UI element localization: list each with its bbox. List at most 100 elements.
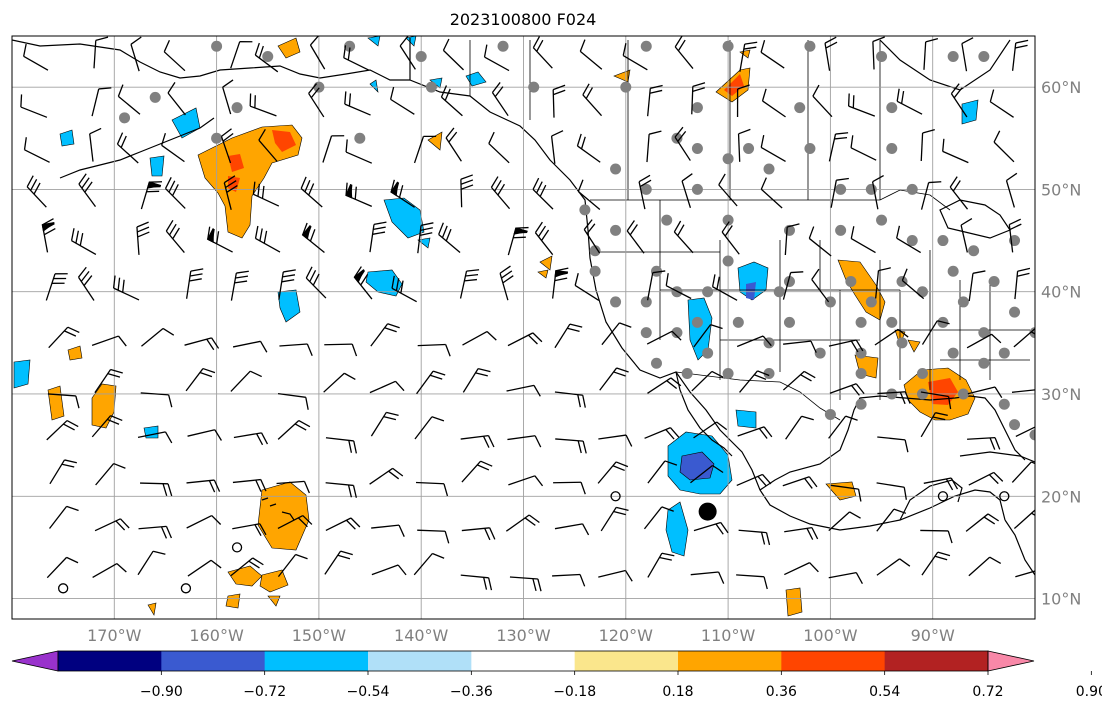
wind-barb bbox=[232, 523, 267, 537]
wind-barb bbox=[647, 460, 678, 484]
wind-barb bbox=[23, 43, 49, 71]
station-marker bbox=[610, 296, 622, 308]
latitude-tick-label: 30°N bbox=[1041, 385, 1081, 404]
wind-barb bbox=[46, 556, 79, 579]
wind-barb bbox=[370, 323, 400, 347]
calm-wind-circle bbox=[231, 542, 243, 553]
anomaly-positive-area bbox=[197, 124, 303, 239]
calm-wind-circle bbox=[58, 583, 69, 594]
anomaly-strong-negative-area bbox=[679, 451, 715, 481]
wind-barb bbox=[784, 526, 819, 540]
wind-barb bbox=[45, 273, 68, 301]
wind-barb bbox=[371, 524, 405, 537]
wind-barb bbox=[94, 518, 130, 532]
wind-barb bbox=[117, 84, 141, 115]
wind-barb bbox=[850, 226, 876, 254]
calm-wind-circle bbox=[180, 583, 192, 594]
colorbar-segment bbox=[264, 651, 369, 671]
wind-barb bbox=[665, 273, 692, 300]
wind-barb bbox=[325, 482, 357, 498]
station-marker bbox=[231, 102, 243, 114]
wind-barbs bbox=[20, 36, 1035, 592]
wind-barb bbox=[91, 87, 112, 117]
wind-barb bbox=[417, 343, 451, 357]
wind-barb bbox=[26, 175, 47, 208]
station-marker bbox=[211, 40, 223, 52]
wind-barb bbox=[920, 181, 942, 210]
wind-barb bbox=[206, 226, 233, 253]
colorbar-tick-label: −0.18 bbox=[553, 684, 596, 700]
longitude-tick-label: 140°W bbox=[394, 626, 449, 645]
wind-barb bbox=[230, 557, 264, 577]
station-marker bbox=[722, 255, 734, 267]
wind-barb bbox=[812, 84, 833, 118]
station-marker bbox=[313, 81, 325, 93]
wind-barb bbox=[784, 562, 819, 576]
wind-barb bbox=[553, 481, 586, 495]
colorbar-tick-label: 0.54 bbox=[869, 684, 900, 700]
wind-barb bbox=[555, 438, 587, 454]
wind-barb bbox=[736, 335, 772, 348]
station-marker bbox=[425, 81, 437, 93]
station-marker bbox=[589, 265, 601, 277]
colorbar-tick-label: −0.36 bbox=[450, 684, 493, 700]
station-marker bbox=[661, 214, 673, 226]
wind-barb bbox=[353, 266, 373, 300]
wind-barb bbox=[643, 506, 674, 530]
wind-barb bbox=[165, 219, 185, 253]
colorbar-tick-label: 0.18 bbox=[662, 684, 693, 700]
station-marker bbox=[876, 50, 888, 62]
wind-barb bbox=[876, 558, 911, 576]
wind-barb bbox=[782, 271, 804, 300]
wind-barb bbox=[414, 416, 445, 440]
wind-barb bbox=[391, 275, 417, 303]
central-america bbox=[1004, 519, 1035, 576]
station-marker bbox=[1009, 306, 1021, 318]
wind-barb bbox=[600, 506, 629, 532]
station-marker bbox=[640, 40, 652, 52]
wind-barb bbox=[91, 335, 127, 347]
map-frame bbox=[11, 35, 1036, 620]
wind-barb bbox=[232, 340, 268, 353]
wind-barb bbox=[185, 268, 204, 299]
colorbar-segment bbox=[368, 651, 472, 671]
wind-barb bbox=[622, 43, 648, 71]
latitude-tick-label: 60°N bbox=[1041, 78, 1081, 97]
wind-barb bbox=[674, 36, 694, 69]
wind-barb bbox=[737, 426, 773, 439]
wind-barb bbox=[369, 380, 405, 394]
colorbar-segment bbox=[574, 651, 679, 671]
wind-barb bbox=[647, 552, 675, 578]
station-marker bbox=[886, 102, 898, 114]
wind-barb bbox=[186, 479, 221, 493]
wind-barb bbox=[308, 83, 325, 118]
wind-barb bbox=[48, 326, 80, 349]
calm-wind-circle bbox=[610, 491, 621, 502]
wind-barb bbox=[223, 175, 238, 210]
wind-barb bbox=[782, 476, 818, 489]
station-marker bbox=[783, 316, 795, 328]
wind-barb bbox=[920, 412, 948, 438]
map-panel bbox=[11, 35, 1036, 620]
cuba bbox=[959, 451, 1035, 463]
wind-barb bbox=[738, 529, 771, 546]
station-marker bbox=[262, 50, 274, 62]
wind-barb bbox=[847, 93, 876, 117]
station-marker bbox=[763, 163, 775, 175]
station-marker bbox=[968, 245, 980, 257]
wind-barb bbox=[499, 265, 514, 301]
wind-barb bbox=[896, 88, 923, 115]
wind-barb bbox=[872, 36, 885, 70]
station-marker bbox=[783, 275, 795, 287]
wind-barb bbox=[554, 523, 590, 536]
wind-barb bbox=[920, 391, 952, 410]
wind-barb bbox=[230, 270, 249, 301]
colorbar-tick-label: −0.54 bbox=[347, 684, 390, 700]
canada-province-borders bbox=[469, 40, 881, 200]
station-marker bbox=[886, 388, 898, 400]
wind-barb bbox=[551, 267, 569, 299]
wind-barb bbox=[460, 434, 495, 448]
wind-barb bbox=[440, 85, 463, 117]
wind-barb bbox=[760, 177, 783, 209]
wind-barb bbox=[554, 391, 586, 408]
